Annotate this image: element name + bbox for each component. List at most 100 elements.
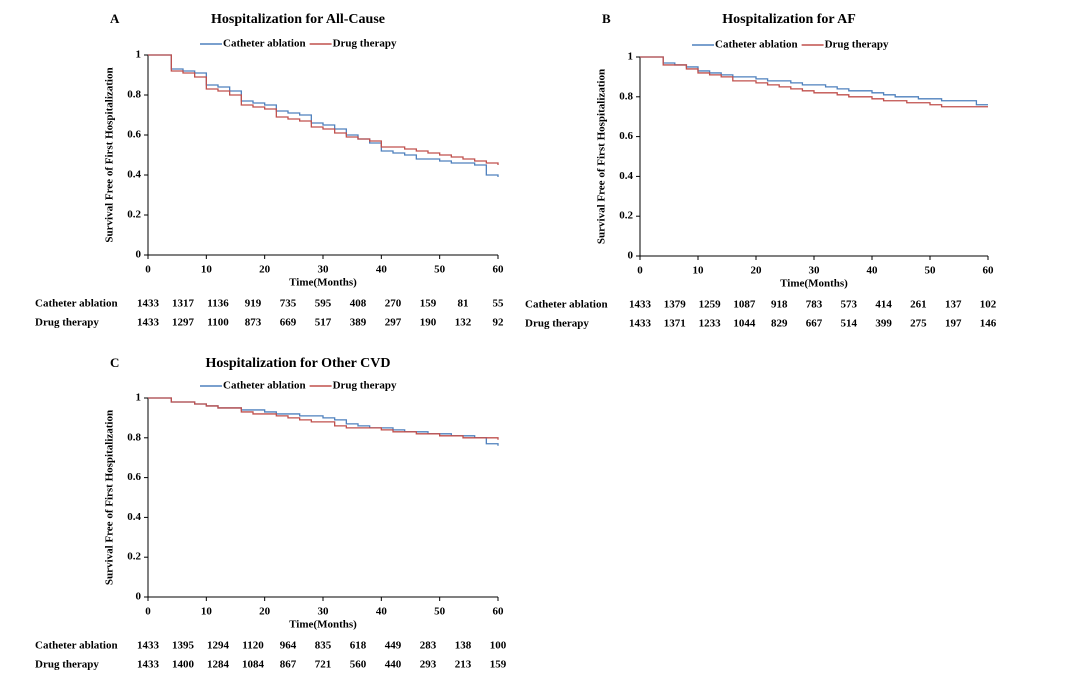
- risk-row-label: Catheter ablation: [35, 298, 118, 310]
- legend-label: Catheter ablation: [223, 38, 306, 50]
- x-tick-label: 40: [376, 606, 388, 618]
- x-tick-label: 50: [434, 264, 446, 276]
- chart-title: Hospitalization for Other CVD: [206, 356, 391, 371]
- y-axis-title: Survival Free of First Hospitalization: [596, 69, 608, 244]
- risk-count: 595: [315, 298, 332, 310]
- risk-count: 1433: [137, 659, 160, 671]
- risk-count: 81: [458, 298, 469, 310]
- x-tick-label: 0: [145, 606, 151, 618]
- x-tick-label: 30: [809, 265, 821, 277]
- risk-count: 1233: [699, 318, 722, 330]
- panel-letter: C: [110, 355, 119, 370]
- y-tick-label: 0.4: [127, 169, 141, 181]
- x-tick-label: 60: [983, 265, 995, 277]
- legend-label: Drug therapy: [825, 39, 889, 51]
- risk-count: 190: [420, 317, 437, 329]
- y-axis-title: Survival Free of First Hospitalization: [104, 67, 116, 242]
- x-tick-label: 50: [925, 265, 937, 277]
- risk-count: 919: [245, 298, 262, 310]
- risk-count: 100: [490, 640, 507, 652]
- panel-letter: B: [602, 11, 611, 26]
- panel-letter: A: [110, 11, 120, 26]
- risk-count: 449: [385, 640, 402, 652]
- risk-row-label: Catheter ablation: [35, 640, 118, 652]
- y-tick-label: 0.6: [127, 129, 141, 141]
- x-tick-label: 10: [693, 265, 705, 277]
- x-tick-label: 10: [201, 264, 213, 276]
- x-tick-label: 30: [318, 606, 330, 618]
- risk-count: 918: [771, 299, 788, 311]
- risk-count: 414: [875, 299, 892, 311]
- y-tick-label: 0.8: [127, 89, 141, 101]
- risk-count: 618: [350, 640, 367, 652]
- risk-count: 1084: [242, 659, 265, 671]
- x-tick-label: 30: [318, 264, 330, 276]
- risk-count: 721: [315, 659, 332, 671]
- y-tick-label: 0.4: [127, 511, 141, 523]
- risk-count: 560: [350, 659, 367, 671]
- risk-count: 159: [420, 298, 437, 310]
- risk-count: 159: [490, 659, 507, 671]
- risk-count: 440: [385, 659, 402, 671]
- risk-row-label: Catheter ablation: [525, 299, 608, 311]
- risk-count: 197: [945, 318, 962, 330]
- risk-count: 514: [841, 318, 858, 330]
- risk-count: 1433: [137, 298, 160, 310]
- risk-count: 1294: [207, 640, 230, 652]
- survival-curve: [148, 397, 499, 440]
- risk-count: 1433: [137, 640, 160, 652]
- y-tick-label: 1: [136, 392, 142, 404]
- y-tick-label: 0: [136, 249, 142, 261]
- y-axis-title: Survival Free of First Hospitalization: [104, 410, 116, 585]
- risk-count: 669: [280, 317, 297, 329]
- risk-count: 1400: [172, 659, 195, 671]
- risk-count: 573: [841, 299, 858, 311]
- risk-count: 1100: [207, 317, 229, 329]
- risk-count: 1136: [207, 298, 229, 310]
- x-tick-label: 50: [434, 606, 446, 618]
- risk-count: 1433: [629, 318, 652, 330]
- risk-count: 783: [806, 299, 823, 311]
- legend-label: Drug therapy: [333, 380, 397, 392]
- risk-row-label: Drug therapy: [525, 318, 589, 330]
- risk-count: 283: [420, 640, 437, 652]
- risk-count: 964: [280, 640, 297, 652]
- risk-count: 1259: [699, 299, 722, 311]
- y-tick-label: 0.6: [127, 471, 141, 483]
- y-tick-label: 1: [136, 49, 142, 61]
- x-tick-label: 60: [493, 264, 505, 276]
- legend-label: Catheter ablation: [223, 380, 306, 392]
- y-tick-label: 0.2: [127, 209, 141, 221]
- risk-count: 1284: [207, 659, 230, 671]
- risk-count: 293: [420, 659, 437, 671]
- risk-count: 146: [980, 318, 997, 330]
- risk-count: 408: [350, 298, 367, 310]
- chart-title: Hospitalization for All-Cause: [211, 12, 385, 27]
- survival-curve: [640, 56, 988, 108]
- risk-count: 297: [385, 317, 402, 329]
- x-axis-title: Time(Months): [289, 277, 357, 289]
- risk-count: 517: [315, 317, 332, 329]
- y-tick-label: 0.2: [619, 210, 633, 222]
- survival-curve: [640, 56, 988, 106]
- y-tick-label: 0: [136, 591, 142, 603]
- x-tick-label: 60: [493, 606, 505, 618]
- risk-count: 261: [910, 299, 927, 311]
- risk-row-label: Drug therapy: [35, 317, 99, 329]
- risk-count: 835: [315, 640, 332, 652]
- risk-count: 1120: [242, 640, 264, 652]
- risk-count: 1297: [172, 317, 195, 329]
- risk-count: 389: [350, 317, 367, 329]
- legend-label: Drug therapy: [333, 38, 397, 50]
- risk-count: 132: [455, 317, 472, 329]
- risk-count: 138: [455, 640, 472, 652]
- legend-label: Catheter ablation: [715, 39, 798, 51]
- risk-count: 873: [245, 317, 262, 329]
- y-tick-label: 1: [628, 51, 634, 63]
- x-tick-label: 40: [376, 264, 388, 276]
- x-tick-label: 0: [145, 264, 151, 276]
- risk-count: 1395: [172, 640, 195, 652]
- risk-count: 829: [771, 318, 788, 330]
- chart-title: Hospitalization for AF: [722, 12, 856, 27]
